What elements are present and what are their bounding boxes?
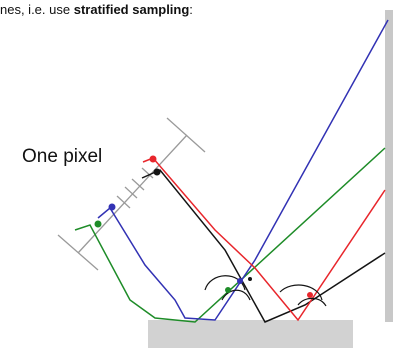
intersection-dot [225,287,231,293]
floor-surface [148,320,353,348]
caption-suffix: : [189,2,193,17]
green-sample-point [94,220,102,228]
red-sample-point [149,155,157,163]
pixel-tick [57,234,99,271]
hemisphere-scribble [279,284,323,301]
blue-sample-point [108,203,116,211]
intersection-dot [237,278,243,284]
black-sample-point [153,168,161,176]
pixel-tick [116,195,131,209]
hemisphere-scribble [204,275,246,291]
pixel-tick [141,167,154,179]
green-ray [74,147,386,323]
hemisphere-scribble [221,289,251,301]
hemisphere-scribble [297,297,327,307]
caption-prefix: nes, i.e. use [0,2,74,17]
blue-ray [97,19,389,321]
caption-text: nes, i.e. use stratified sampling: [0,2,193,17]
wall [385,10,393,322]
pixel-tick [124,186,138,199]
intersection-dot [307,292,313,298]
caption-emphasis: stratified sampling [73,2,190,17]
one-pixel-label: One pixel [22,146,103,167]
red-ray [142,157,386,322]
intersection-dot [248,277,252,281]
pixel-tick [166,117,206,153]
pixel-tick [131,178,145,191]
